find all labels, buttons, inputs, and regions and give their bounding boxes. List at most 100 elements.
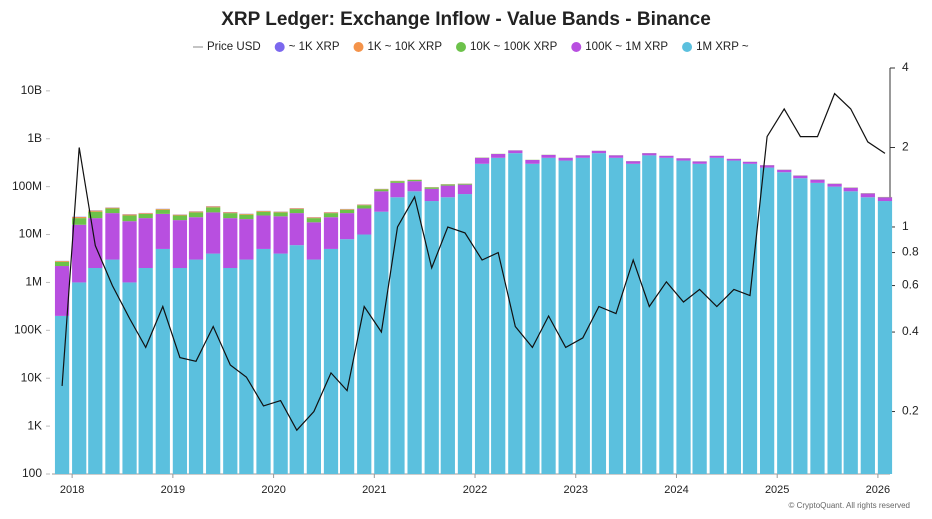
bar-segment (256, 212, 270, 216)
bar-segment (793, 178, 807, 474)
bar-segment (743, 162, 757, 164)
bar-segment (693, 161, 707, 163)
bar-segment (256, 211, 270, 212)
bar-segment (374, 189, 388, 191)
bar-segment (425, 189, 439, 201)
bar-segment (458, 185, 472, 194)
bar-segment (425, 201, 439, 474)
bar-segment (206, 206, 220, 207)
bar-segment (458, 184, 472, 185)
bar-segment (592, 153, 606, 474)
bar-segment (189, 217, 203, 259)
bar-segment (122, 282, 136, 474)
bar-segment (844, 188, 858, 192)
legend-dot (571, 42, 581, 52)
legend-dot (354, 42, 364, 52)
bar-segment (626, 164, 640, 474)
bar-segment (139, 213, 153, 214)
y2-tick-label: 2 (902, 140, 909, 154)
bar-segment (357, 208, 371, 234)
bar-segment (642, 153, 656, 155)
bar-segment (810, 180, 824, 183)
bar-segment (173, 220, 187, 268)
bar-segment (760, 165, 774, 167)
bar-segment (340, 213, 354, 239)
bar-segment (340, 209, 354, 210)
legend-label: Price USD (207, 41, 261, 53)
x-tick-label: 2020 (261, 484, 285, 496)
x-tick-label: 2022 (463, 484, 487, 496)
legend-item: 10K ~ 100K XRP (456, 41, 558, 53)
bar-segment (206, 212, 220, 253)
bar-segment (626, 161, 640, 164)
bar-segment (223, 218, 237, 268)
bar-segment (290, 209, 304, 213)
y-tick-label: 100K (14, 322, 42, 336)
bar-segment (727, 161, 741, 474)
bar-segment (727, 159, 741, 161)
y2-tick-label: 4 (902, 60, 909, 74)
y2-tick-label: 0.6 (902, 278, 919, 292)
bar-segment (541, 155, 555, 158)
bar-segment (357, 235, 371, 474)
bar-segment (307, 260, 321, 474)
x-tick-label: 2023 (564, 484, 588, 496)
x-tick-label: 2024 (664, 484, 688, 496)
y-tick-label: 10K (21, 370, 42, 384)
bar-segment (239, 219, 253, 259)
bar-segment (508, 150, 522, 153)
bar-segment (861, 193, 875, 197)
bar-segment (878, 197, 892, 201)
bar-segment (793, 176, 807, 179)
bar-segment (139, 214, 153, 218)
bar-segment (105, 213, 119, 259)
legend-dot (275, 42, 285, 52)
bar-segment (340, 210, 354, 213)
bar-segment (693, 164, 707, 474)
bar-segment (139, 268, 153, 474)
bar-segment (659, 156, 673, 158)
y-tick-label: 1M (25, 275, 42, 289)
bar-segment (290, 245, 304, 474)
bars (55, 150, 892, 474)
bar-segment (274, 212, 288, 213)
bar-segment (777, 170, 791, 172)
bar-segment (324, 249, 338, 474)
bar-segment (407, 180, 421, 181)
bar-segment (676, 158, 690, 160)
x-tick-label: 2025 (765, 484, 789, 496)
y-tick-label: 1K (27, 418, 42, 432)
bar-segment (357, 205, 371, 206)
y-tick-label: 10M (19, 227, 42, 241)
bar-segment (88, 268, 102, 474)
legend-dot (682, 42, 692, 52)
bar-segment (609, 155, 623, 157)
bar-segment (307, 217, 321, 218)
bar-segment (290, 208, 304, 209)
bar-segment (307, 222, 321, 259)
bar-segment (156, 210, 170, 214)
bar-segment (525, 160, 539, 164)
legend-item: ~ 1K XRP (275, 41, 340, 53)
bar-segment (357, 205, 371, 208)
x-tick-label: 2026 (866, 484, 890, 496)
bar-segment (559, 161, 573, 474)
bar-segment (559, 158, 573, 161)
bar-segment (156, 209, 170, 210)
x-tick-label: 2018 (60, 484, 84, 496)
bar-segment (878, 201, 892, 474)
bar-segment (743, 164, 757, 474)
bar-segment (274, 216, 288, 253)
bar-segment (156, 249, 170, 474)
bar-segment (374, 191, 388, 211)
bar-segment (827, 187, 841, 474)
y-tick-label: 100 (22, 466, 42, 480)
bar-segment (374, 212, 388, 474)
bar-segment (642, 155, 656, 474)
bar-segment (256, 215, 270, 248)
bar-segment (861, 197, 875, 474)
bar-segment (173, 215, 187, 216)
legend-item: 1K ~ 10K XRP (354, 41, 443, 53)
bar-segment (55, 262, 69, 266)
